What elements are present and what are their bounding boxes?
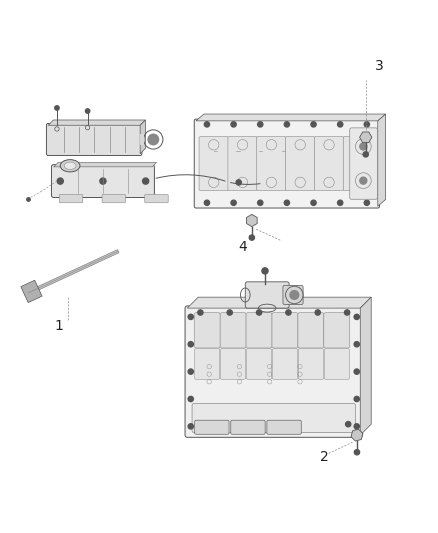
- Polygon shape: [48, 120, 145, 125]
- Circle shape: [338, 200, 343, 205]
- FancyBboxPatch shape: [324, 349, 350, 379]
- Polygon shape: [53, 163, 156, 167]
- FancyBboxPatch shape: [185, 306, 362, 437]
- FancyBboxPatch shape: [221, 349, 246, 379]
- Circle shape: [364, 200, 369, 205]
- Circle shape: [204, 122, 210, 127]
- FancyBboxPatch shape: [59, 195, 83, 203]
- FancyBboxPatch shape: [194, 349, 220, 379]
- FancyBboxPatch shape: [192, 403, 356, 432]
- FancyBboxPatch shape: [220, 313, 246, 348]
- Circle shape: [354, 369, 359, 374]
- Text: 3: 3: [374, 59, 383, 73]
- Text: 4: 4: [239, 240, 247, 254]
- Polygon shape: [196, 114, 386, 121]
- Circle shape: [188, 397, 194, 402]
- Ellipse shape: [60, 159, 80, 172]
- Circle shape: [231, 200, 236, 205]
- Circle shape: [284, 122, 290, 127]
- FancyBboxPatch shape: [286, 136, 315, 190]
- FancyBboxPatch shape: [46, 124, 142, 156]
- Polygon shape: [360, 297, 371, 435]
- Circle shape: [55, 106, 59, 110]
- Circle shape: [188, 369, 194, 374]
- Circle shape: [360, 143, 367, 150]
- FancyBboxPatch shape: [245, 282, 289, 308]
- FancyBboxPatch shape: [231, 420, 265, 434]
- Circle shape: [311, 122, 316, 127]
- Circle shape: [198, 310, 203, 315]
- Circle shape: [148, 134, 159, 145]
- FancyBboxPatch shape: [257, 136, 286, 190]
- FancyBboxPatch shape: [272, 313, 298, 348]
- Circle shape: [286, 310, 291, 315]
- Circle shape: [188, 424, 194, 429]
- FancyBboxPatch shape: [314, 136, 344, 190]
- FancyBboxPatch shape: [194, 420, 229, 434]
- Circle shape: [363, 152, 368, 157]
- FancyBboxPatch shape: [145, 195, 168, 203]
- Circle shape: [188, 342, 194, 347]
- Circle shape: [204, 200, 210, 205]
- Circle shape: [258, 122, 263, 127]
- FancyBboxPatch shape: [194, 313, 220, 348]
- Circle shape: [142, 178, 148, 184]
- Circle shape: [360, 177, 367, 184]
- FancyBboxPatch shape: [283, 285, 303, 304]
- Circle shape: [344, 310, 350, 315]
- Circle shape: [284, 200, 290, 205]
- Polygon shape: [28, 249, 119, 294]
- FancyBboxPatch shape: [199, 136, 228, 190]
- Text: 1: 1: [55, 319, 64, 333]
- Polygon shape: [378, 114, 386, 206]
- Circle shape: [364, 122, 369, 127]
- FancyBboxPatch shape: [350, 128, 377, 199]
- Polygon shape: [21, 280, 42, 303]
- Polygon shape: [360, 132, 372, 143]
- Ellipse shape: [64, 162, 76, 169]
- Polygon shape: [187, 297, 371, 308]
- FancyBboxPatch shape: [102, 195, 125, 203]
- FancyBboxPatch shape: [272, 349, 297, 379]
- Circle shape: [188, 314, 194, 319]
- Circle shape: [257, 310, 261, 315]
- Circle shape: [354, 397, 359, 402]
- Circle shape: [262, 268, 268, 274]
- FancyBboxPatch shape: [343, 136, 372, 190]
- FancyBboxPatch shape: [228, 136, 257, 190]
- Circle shape: [57, 178, 63, 184]
- Circle shape: [258, 200, 263, 205]
- FancyBboxPatch shape: [267, 420, 301, 434]
- Circle shape: [338, 122, 343, 127]
- Text: 2: 2: [320, 450, 328, 464]
- Circle shape: [315, 310, 320, 315]
- Polygon shape: [140, 120, 145, 154]
- FancyBboxPatch shape: [298, 349, 323, 379]
- FancyBboxPatch shape: [298, 313, 324, 348]
- FancyBboxPatch shape: [194, 119, 379, 208]
- Circle shape: [100, 178, 106, 184]
- Circle shape: [354, 424, 359, 429]
- FancyBboxPatch shape: [246, 313, 272, 348]
- Circle shape: [231, 122, 236, 127]
- Circle shape: [85, 109, 90, 113]
- Polygon shape: [351, 429, 363, 441]
- Circle shape: [290, 290, 299, 300]
- Circle shape: [249, 235, 254, 240]
- Polygon shape: [247, 214, 257, 227]
- Circle shape: [346, 422, 351, 427]
- FancyBboxPatch shape: [324, 313, 350, 348]
- Circle shape: [227, 310, 232, 315]
- FancyBboxPatch shape: [247, 349, 272, 379]
- Circle shape: [354, 449, 360, 455]
- Circle shape: [354, 314, 359, 319]
- Circle shape: [311, 200, 316, 205]
- Circle shape: [354, 342, 359, 347]
- Circle shape: [236, 180, 241, 185]
- FancyBboxPatch shape: [51, 165, 154, 198]
